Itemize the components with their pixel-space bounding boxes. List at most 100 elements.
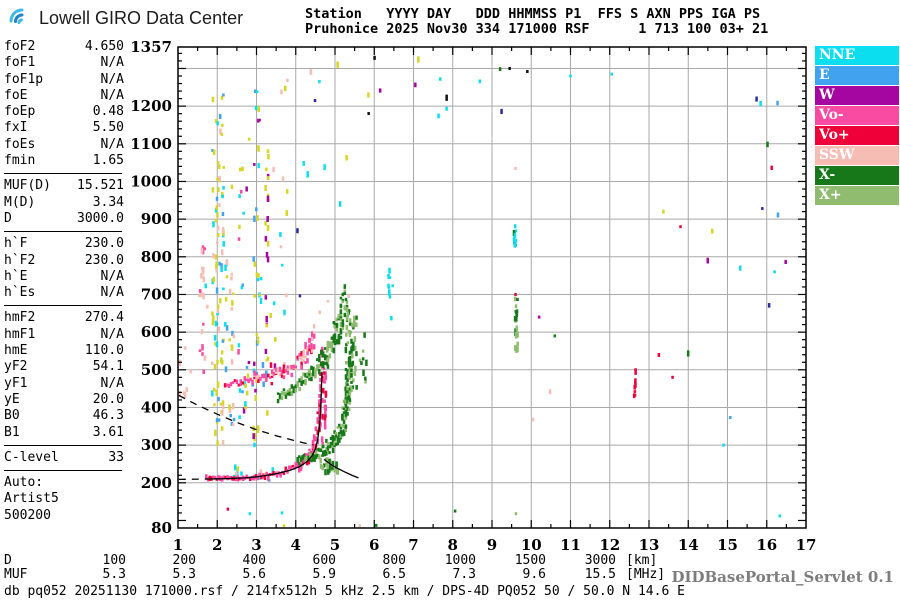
- scale-value: 5.9: [312, 567, 336, 582]
- scale-value: 9.6: [522, 567, 546, 582]
- scale-table-muf-row: MUF 5.3 5.3 5.6 5.9 6.5 7.3 9.6 15.5 [MHz]: [4, 567, 665, 582]
- svg-text:300: 300: [141, 436, 172, 454]
- param-label: foEs: [4, 136, 36, 152]
- param-divider: [4, 305, 122, 307]
- param-label: yE: [4, 391, 20, 407]
- logo-text: Lowell GIRO Data Center: [39, 7, 244, 28]
- param-value: 110.0: [84, 343, 124, 359]
- svg-text:600: 600: [141, 323, 172, 341]
- scale-value: 15.5: [584, 567, 616, 582]
- header-info: Station YYYY DAY DDD HHMMSS P1 FFS S AXN…: [305, 7, 768, 37]
- param-row-foep: foEp 0.48: [4, 104, 124, 120]
- param-value: N/A: [100, 136, 124, 152]
- svg-text:1357: 1357: [130, 38, 172, 56]
- param-row-b0: B0 46.3: [4, 408, 124, 424]
- param-value: N/A: [100, 87, 124, 103]
- param-row-fmin: fmin 1.65: [4, 153, 124, 169]
- auto-scaler-line: Auto:: [4, 475, 44, 491]
- svg-text:400: 400: [141, 398, 172, 416]
- svg-text:7: 7: [408, 536, 418, 554]
- param-label: fxI: [4, 120, 28, 136]
- param-row-foes: foEs N/A: [4, 137, 124, 153]
- param-value: N/A: [100, 71, 124, 87]
- svg-text:9: 9: [487, 536, 497, 554]
- svg-text:1000: 1000: [130, 172, 172, 190]
- param-value: 5.50: [92, 120, 124, 136]
- param-row-fof2: foF2 4.650: [4, 39, 124, 55]
- param-label: h`Es: [4, 285, 36, 301]
- param-value: 3000.0: [77, 210, 124, 226]
- scale-value: 5.6: [242, 567, 266, 582]
- param-row-hme: hmE 110.0: [4, 343, 124, 359]
- svg-text:2: 2: [212, 536, 222, 554]
- param-row-hes: h`Es N/A: [4, 285, 124, 301]
- param-label: B1: [4, 424, 20, 440]
- param-value: N/A: [100, 375, 124, 391]
- svg-text:17: 17: [796, 536, 817, 554]
- auto-scaler-line: Artist5: [4, 491, 59, 507]
- scale-value: 5.3: [172, 567, 196, 582]
- scatter-points: [179, 55, 787, 527]
- svg-text:8: 8: [448, 536, 458, 554]
- scale-value: 6.5: [382, 567, 406, 582]
- param-row-clevel: C-level 33: [4, 450, 124, 466]
- param-value: 270.4: [84, 310, 124, 326]
- scale-value: 1500: [514, 553, 546, 568]
- scale-value: 5.3: [102, 567, 126, 582]
- wave-icon: [9, 8, 24, 24]
- svg-text:700: 700: [141, 285, 172, 303]
- param-row-b1: B1 3.61: [4, 425, 124, 441]
- dashed-trace-line: [178, 394, 314, 446]
- param-label: fmin: [4, 153, 36, 169]
- auto-scaler-line: 500200: [4, 507, 51, 523]
- svg-text:12: 12: [599, 536, 620, 554]
- param-value: 230.0: [84, 252, 124, 268]
- param-divider: [4, 444, 122, 446]
- param-row-md: M(D) 3.34: [4, 195, 124, 211]
- param-row-fof1: foF1 N/A: [4, 55, 124, 71]
- param-row-fxi: fxI 5.50: [4, 120, 124, 136]
- param-label: C-level: [4, 449, 59, 465]
- scale-value: 600: [312, 553, 336, 568]
- legend-item-vo: Vo+: [815, 126, 899, 145]
- scale-value: 100: [102, 553, 126, 568]
- legend-item-x: X-: [815, 166, 899, 185]
- svg-text:16: 16: [756, 536, 777, 554]
- svg-text:4: 4: [291, 536, 301, 554]
- svg-text:1100: 1100: [130, 135, 172, 153]
- svg-text:1200: 1200: [130, 97, 172, 115]
- param-value: N/A: [100, 268, 124, 284]
- param-label: hmF2: [4, 310, 36, 326]
- svg-text:13: 13: [639, 536, 660, 554]
- param-value: 46.3: [92, 408, 124, 424]
- svg-text:10: 10: [521, 536, 542, 554]
- scale-value: 3000: [584, 553, 616, 568]
- svg-text:6: 6: [369, 536, 379, 554]
- param-value: 0.48: [92, 104, 124, 120]
- legend: NNE E W Vo- Vo+ SSW X- X+: [815, 46, 899, 206]
- fitted-xtrace-line: [323, 458, 359, 479]
- header-line1: Station YYYY DAY DDD HHMMSS P1 FFS S AXN…: [305, 6, 761, 22]
- param-label: yF2: [4, 359, 28, 375]
- param-value: 15.521: [77, 178, 124, 194]
- legend-item-nne: NNE: [815, 46, 899, 65]
- param-row-mufd: MUF(D) 15.521: [4, 178, 124, 194]
- scale-value: 800: [382, 553, 406, 568]
- svg-text:500: 500: [141, 361, 172, 379]
- param-label: M(D): [4, 194, 36, 210]
- scale-unit: [km]: [626, 553, 658, 568]
- svg-text:800: 800: [141, 248, 172, 266]
- scale-table-d-row: D 100 200 400 600 800 1000 1500 3000 [km]: [4, 553, 657, 568]
- servlet-version-label: DIDBasePortal_Servlet 0.1: [671, 568, 894, 586]
- header-line2: Pruhonice 2025 Nov30 334 171000 RSF 1 71…: [305, 21, 769, 37]
- svg-text:5: 5: [330, 536, 340, 554]
- svg-text:1: 1: [173, 536, 183, 554]
- legend-item-w: W: [815, 86, 899, 105]
- svg-text:15: 15: [717, 536, 738, 554]
- svg-text:3: 3: [251, 536, 261, 554]
- param-row-hf2: h`F2 230.0: [4, 253, 124, 269]
- param-label: hmF1: [4, 326, 36, 342]
- param-label: MUF(D): [4, 178, 51, 194]
